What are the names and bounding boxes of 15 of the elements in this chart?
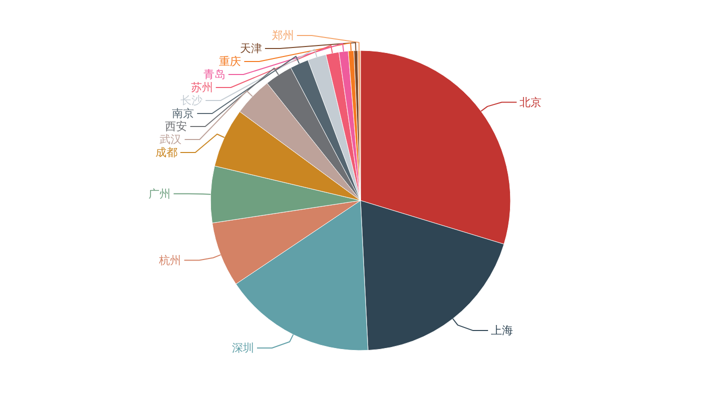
slice-label: 苏州 bbox=[190, 81, 213, 94]
slice-label: 广州 bbox=[148, 187, 171, 200]
slice-label: 天津 bbox=[240, 42, 262, 56]
slice-label: 长沙 bbox=[180, 94, 203, 108]
slice-label: 北京 bbox=[520, 96, 542, 109]
slice-label: 武汉 bbox=[160, 133, 182, 146]
slice-label: 西安 bbox=[165, 120, 188, 134]
slice-label: 重庆 bbox=[219, 55, 242, 68]
slice-label: 杭州 bbox=[158, 254, 182, 267]
slice-label: 青岛 bbox=[203, 68, 226, 82]
slice-label: 郑州 bbox=[272, 29, 294, 42]
slice-label: 上海 bbox=[491, 324, 514, 338]
slice-label: 深圳 bbox=[232, 341, 254, 354]
slice-label: 成都 bbox=[155, 146, 178, 160]
slice-label: 南京 bbox=[172, 107, 194, 120]
